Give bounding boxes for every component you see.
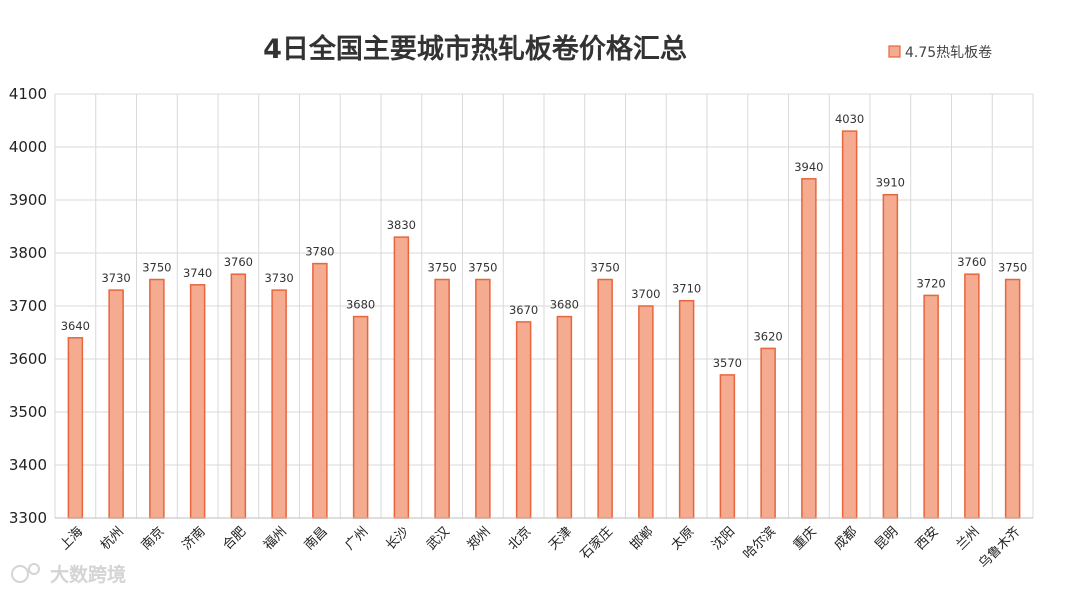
y-tick-label: 4000: [9, 138, 47, 156]
bar: [149, 278, 165, 519]
y-tick-label: 3300: [9, 509, 47, 527]
x-tick-label: 邯郸: [628, 524, 657, 553]
grid-lines: [54, 93, 1034, 519]
bar: [678, 299, 695, 519]
bar: [719, 374, 736, 519]
data-label: 3730: [101, 271, 130, 285]
data-label: 3830: [387, 218, 416, 232]
bar: [841, 130, 858, 519]
x-tick-label: 太原: [668, 524, 697, 553]
x-tick-label: 哈尔滨: [740, 524, 779, 563]
x-tick-label: 成都: [831, 524, 860, 553]
bar: [597, 278, 613, 519]
data-label: 3680: [346, 298, 375, 312]
bar: [67, 337, 84, 519]
watermark: 大数跨境: [11, 563, 126, 586]
x-tick-label: 上海: [57, 524, 86, 553]
bars: [67, 130, 1021, 519]
watermark-logo-icon: [11, 565, 29, 583]
data-label: 3730: [264, 271, 293, 285]
bar: [760, 347, 776, 519]
data-labels: 3640 3730 3750 3740 3760 3730 3780 3680 3830 3750…: [61, 112, 1028, 370]
x-tick-label: 广州: [342, 524, 371, 553]
legend-label: 4.75热轧板卷: [905, 45, 992, 61]
data-label: 3750: [142, 261, 171, 275]
bar: [271, 289, 287, 519]
bar: [556, 315, 573, 519]
data-label: 3680: [550, 298, 579, 312]
x-tick-label: 乌鲁木齐: [975, 524, 1023, 572]
x-tick-label: 合肥: [220, 524, 249, 553]
data-label: 3910: [876, 176, 905, 190]
watermark-text: 大数跨境: [50, 563, 126, 586]
data-label: 3700: [631, 287, 660, 301]
data-label: 3710: [672, 282, 701, 296]
x-tick-label: 济南: [179, 524, 209, 554]
data-label: 3640: [61, 319, 90, 333]
bar: [882, 193, 899, 519]
bar: [475, 278, 491, 519]
legend-swatch: [888, 45, 901, 58]
data-label: 3760: [224, 255, 253, 269]
y-tick-label: 3800: [9, 244, 47, 262]
bar: [638, 305, 654, 519]
data-label: 3750: [590, 261, 619, 275]
y-tick-label: 3900: [9, 191, 47, 209]
x-tick-label: 武汉: [424, 524, 453, 553]
data-label: 3750: [468, 261, 497, 275]
y-tick-label: 3600: [9, 350, 47, 368]
x-tick-label: 天津: [546, 524, 575, 553]
x-tick-label: 郑州: [465, 524, 494, 553]
data-label: 3940: [794, 160, 823, 174]
y-tick-label: 3700: [9, 297, 47, 315]
watermark-logo-dot-icon: [28, 563, 40, 575]
x-tick-label: 南昌: [301, 524, 331, 554]
data-label: 3760: [957, 255, 986, 269]
x-tick-label: 沈阳: [709, 524, 738, 553]
data-label: 3780: [305, 245, 334, 259]
bar: [801, 178, 817, 519]
bar: [1004, 278, 1021, 519]
x-tick-label: 福州: [261, 524, 290, 553]
data-label: 3620: [753, 329, 782, 343]
data-label: 3670: [509, 303, 538, 317]
bar: [964, 273, 980, 519]
x-tick-label: 兰州: [954, 524, 983, 553]
x-tick-label: 重庆: [790, 524, 820, 554]
bar: [515, 321, 532, 519]
data-label: 4030: [835, 112, 864, 126]
data-label: 3750: [998, 261, 1027, 275]
data-label: 3570: [713, 356, 742, 370]
bar: [108, 289, 124, 519]
x-tick-label: 南京: [138, 524, 168, 554]
x-tick-label: 长沙: [383, 524, 412, 553]
x-tick-label: 昆明: [872, 524, 901, 553]
bar: [923, 294, 939, 519]
data-label: 3740: [183, 266, 212, 280]
x-tick-label: 杭州: [98, 524, 127, 553]
y-tick-label: 4100: [9, 85, 47, 103]
x-tick-label: 北京: [505, 524, 534, 553]
chart-title: 4日全国主要城市热轧板卷价格汇总: [263, 33, 687, 65]
data-label: 3750: [427, 261, 456, 275]
bar: [312, 262, 328, 519]
y-tick-label: 3500: [9, 403, 47, 421]
bar: [230, 273, 247, 519]
legend: 4.75热轧板卷: [888, 45, 992, 61]
bar: [352, 315, 369, 519]
data-label: 3720: [916, 276, 945, 290]
y-tick-label: 3400: [9, 456, 47, 474]
x-tick-label: 西安: [913, 524, 942, 553]
bar: [189, 284, 206, 519]
x-tick-label: 石家庄: [577, 524, 616, 563]
bar: [393, 236, 410, 519]
bar: [434, 278, 450, 519]
